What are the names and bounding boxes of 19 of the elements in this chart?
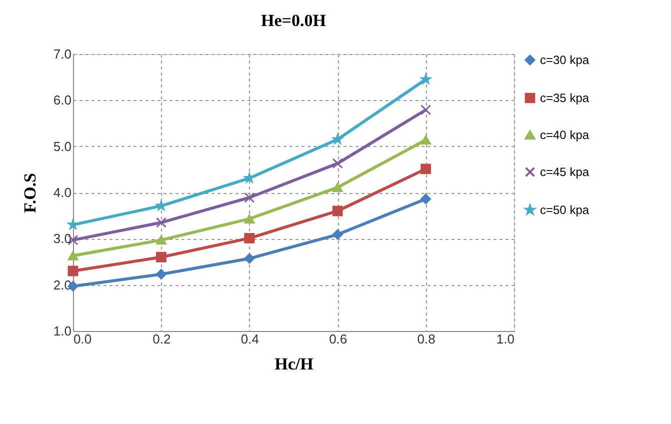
x-tick-label: 0.2 [152, 332, 171, 346]
x-tick-label: 0.6 [329, 332, 348, 346]
x-tick-label: 1.0 [496, 332, 514, 346]
legend-label: c=40 kpa [540, 128, 590, 142]
y-tick-label: 5.0 [53, 138, 72, 154]
chart-title: He=0.0H [261, 11, 326, 30]
x-tick-label: 0.0 [74, 332, 92, 346]
y-tick-label: 4.0 [53, 185, 72, 200]
y-tick-label: 6.0 [53, 92, 72, 108]
x-tick-label: 0.8 [417, 332, 436, 346]
legend-label: c=45 kpa [540, 165, 590, 179]
legend-label: c=30 kpa [540, 53, 590, 67]
y-tick-label: 7.0 [53, 46, 72, 62]
legend-label: c=50 kpa [540, 203, 590, 217]
y-axis-title: F.O.S [20, 172, 40, 214]
y-tick-label: 3.0 [53, 231, 72, 246]
legend-label: c=35 kpa [540, 91, 590, 105]
x-tick-label: 0.4 [240, 332, 259, 346]
x-axis-title: Hc/H [274, 354, 314, 374]
